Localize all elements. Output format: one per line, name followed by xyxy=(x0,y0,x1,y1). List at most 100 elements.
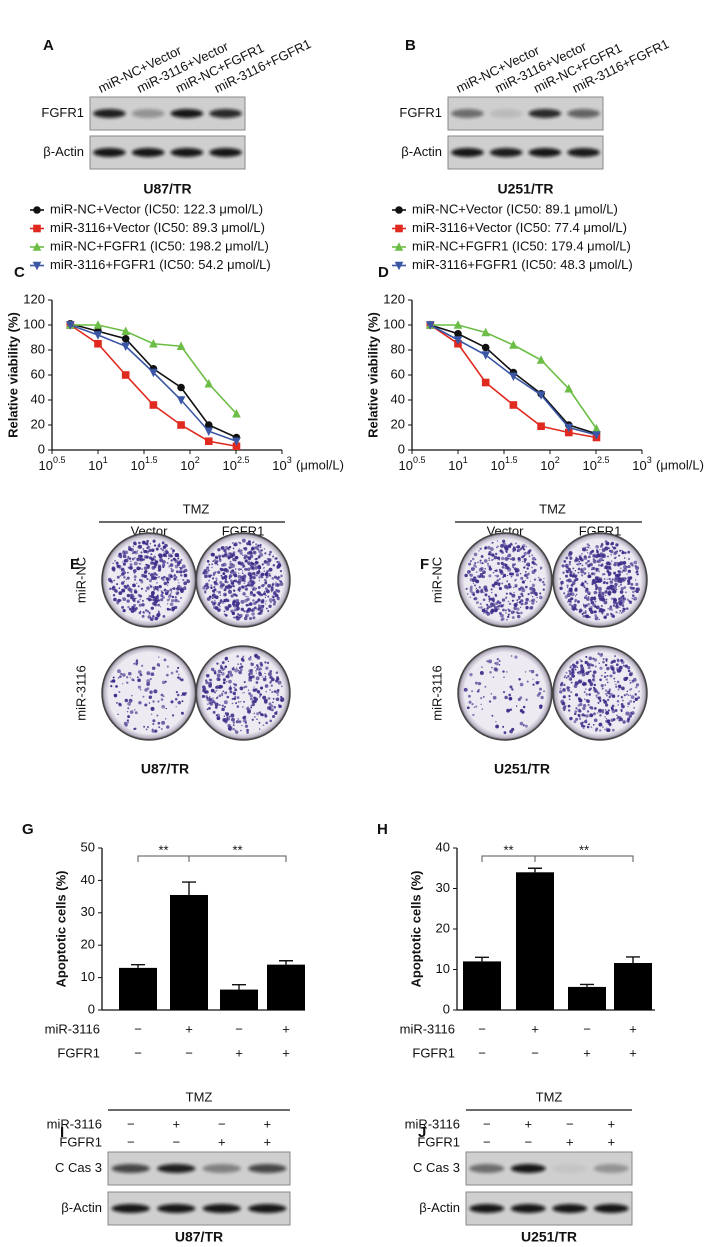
colony-dot xyxy=(613,571,617,575)
colony-dot xyxy=(574,668,577,671)
colony-dot xyxy=(156,582,158,584)
colony-dot xyxy=(567,590,570,594)
colony-dot xyxy=(228,687,232,691)
colony-dot xyxy=(612,671,616,675)
colony-dot xyxy=(599,700,602,703)
colony-dot xyxy=(112,676,115,679)
colony-dot xyxy=(489,671,492,674)
colony-dot xyxy=(258,671,262,675)
colony-dot xyxy=(495,720,497,723)
colony-dot xyxy=(251,675,255,679)
colony-dot xyxy=(630,695,635,699)
colony-dot xyxy=(538,691,542,695)
row-label: β-Actin xyxy=(43,144,84,159)
error-bar xyxy=(232,984,246,990)
colony-dot xyxy=(609,665,614,669)
colony-dot xyxy=(215,560,219,563)
colony-dot xyxy=(129,710,134,714)
colony-dot xyxy=(572,567,575,570)
colony-dot xyxy=(633,596,638,601)
colony-dot xyxy=(134,590,138,594)
colony-dot xyxy=(262,604,265,607)
colony-dot xyxy=(512,599,515,602)
colony-dot xyxy=(607,608,609,610)
colony-dot xyxy=(122,609,126,613)
colony-dot xyxy=(127,707,130,710)
colony-dot xyxy=(477,561,479,563)
colony-dot xyxy=(270,586,274,590)
colony-dot xyxy=(587,662,590,664)
colony-dot xyxy=(635,582,639,586)
colony-dot xyxy=(214,599,216,602)
colony-dot xyxy=(581,547,586,552)
blot-band xyxy=(111,1164,150,1173)
condition-sign: + xyxy=(583,1045,591,1060)
colony-dot xyxy=(488,659,493,664)
colony-dot xyxy=(253,606,257,610)
colony-dot xyxy=(499,569,503,574)
colony-dot xyxy=(612,659,616,663)
x-tick-label: 101.5 xyxy=(491,455,518,473)
colony-dot xyxy=(175,670,179,673)
colony-dot xyxy=(148,579,152,583)
colony-dot xyxy=(172,552,174,554)
error-bar xyxy=(580,983,594,987)
colony-dot xyxy=(619,590,624,594)
colony-dot xyxy=(543,578,545,580)
colony-dot xyxy=(600,610,604,614)
colony-dot xyxy=(586,582,589,585)
colony-dot xyxy=(123,575,126,579)
colony-dot xyxy=(598,591,601,594)
colony-dot xyxy=(146,577,149,581)
colony-dot xyxy=(224,545,229,550)
colony-dot xyxy=(224,593,227,596)
marker xyxy=(536,355,546,364)
colony-dot xyxy=(143,566,148,571)
colony-dot xyxy=(573,684,578,688)
colony-dot xyxy=(231,611,233,613)
colony-dot xyxy=(520,599,524,603)
colony-dot xyxy=(616,700,620,703)
colony-dot xyxy=(258,728,261,730)
colony-dot xyxy=(160,594,164,598)
colony-dot xyxy=(605,587,608,590)
condition-sign: + xyxy=(218,1134,226,1149)
colony-dot xyxy=(568,695,571,698)
colony-dot xyxy=(611,668,615,672)
colony-dot xyxy=(508,602,512,606)
colony-dot xyxy=(607,721,611,724)
colony-dot xyxy=(182,692,184,695)
colony-dot xyxy=(264,713,267,716)
colony-dot xyxy=(577,704,580,707)
colony-dot xyxy=(586,725,590,729)
colony-dot xyxy=(562,688,566,692)
colony-dot xyxy=(263,566,265,569)
colony-dot xyxy=(594,690,597,693)
colony-dot xyxy=(252,688,256,692)
colony-dot xyxy=(633,560,638,565)
colony-dot xyxy=(230,594,234,598)
colony-dot xyxy=(236,601,240,606)
colony-dot xyxy=(118,591,123,595)
bar xyxy=(220,989,258,1010)
colony-dot xyxy=(128,586,130,588)
colony-dot xyxy=(593,596,596,600)
colony-dot xyxy=(269,719,273,723)
colony-dot xyxy=(142,558,145,561)
colony-dot xyxy=(581,553,583,555)
colony-dot xyxy=(146,565,150,569)
colony-dot xyxy=(184,691,188,695)
colony-dot xyxy=(230,566,233,569)
x-tick-label: 103 xyxy=(632,455,651,473)
colony-dot xyxy=(532,562,536,566)
colony-dot xyxy=(594,583,598,587)
colony-dot xyxy=(153,558,156,561)
colony-dot xyxy=(222,681,226,685)
colony-dot xyxy=(568,698,571,701)
colony-dot xyxy=(573,574,577,578)
colony-dot xyxy=(158,585,161,588)
colony-dot xyxy=(123,559,127,563)
colony-dot xyxy=(582,706,586,711)
colony-dot xyxy=(484,609,488,614)
colony-dot xyxy=(567,704,571,708)
